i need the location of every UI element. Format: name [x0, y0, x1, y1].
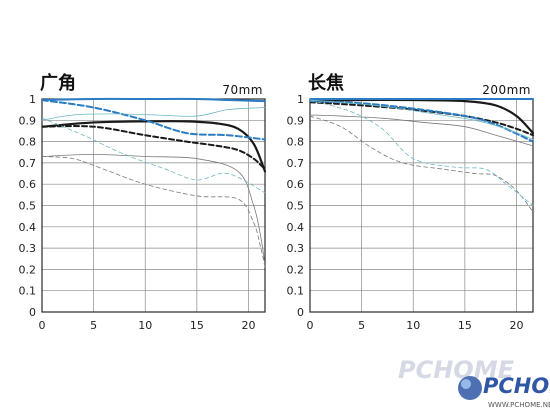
- series-line-6: [310, 115, 534, 213]
- x-tick-label: 5: [358, 319, 365, 332]
- series-line-1: [310, 98, 534, 135]
- y-tick-label: 0.9: [19, 114, 37, 127]
- series-group: [42, 97, 266, 268]
- y-tick-label: 0.8: [287, 136, 305, 149]
- y-tick-label: 0.1: [19, 285, 37, 298]
- x-tick-label: 10: [138, 319, 152, 332]
- series-group: [310, 98, 534, 213]
- y-tick-label: 0.2: [287, 263, 305, 276]
- watermark-logo-highlight: [461, 379, 471, 389]
- grid: [310, 99, 533, 312]
- watermark-shadow: PCHOME: [398, 356, 515, 384]
- y-tick-label: 0.7: [19, 157, 37, 170]
- series-line-8: [310, 99, 534, 206]
- y-tick-label: 0: [297, 306, 304, 319]
- y-tick-label: 0.4: [287, 221, 305, 234]
- series-line-5: [42, 153, 266, 266]
- chart-subtitle: 200mm: [482, 83, 531, 97]
- y-tick-label: 0.8: [19, 136, 37, 149]
- series-line-8: [42, 117, 266, 194]
- y-tick-label: 0.6: [287, 178, 305, 191]
- chart-subtitle: 70mm: [222, 83, 263, 97]
- series-line-6: [42, 156, 266, 268]
- y-tick-label: 0.3: [19, 242, 37, 255]
- x-tick-label: 5: [90, 319, 97, 332]
- series-line-2: [42, 125, 266, 171]
- x-tick-label: 15: [458, 319, 472, 332]
- y-tick-label: 0.7: [287, 157, 305, 170]
- watermark-text: PCHOME: [483, 374, 550, 398]
- y-tick-label: 0.1: [287, 285, 305, 298]
- series-line-4: [42, 99, 266, 141]
- watermark: PCHOMEPCHOME WWW.PCHOME.NET: [398, 356, 550, 409]
- x-tick-label: 20: [509, 319, 523, 332]
- y-tick-label: 0.6: [19, 178, 37, 191]
- series-line-5: [310, 114, 534, 147]
- y-tick-label: 1: [297, 93, 304, 106]
- series-line-1: [42, 120, 266, 173]
- y-tick-label: 0.3: [287, 242, 305, 255]
- y-tick-label: 0.2: [19, 263, 37, 276]
- y-tick-label: 0.5: [19, 200, 37, 213]
- series-line-7: [310, 99, 534, 140]
- y-tick-label: 0.9: [287, 114, 305, 127]
- x-tick-label: 0: [307, 319, 314, 332]
- y-tick-label: 0.4: [19, 221, 37, 234]
- x-tick-label: 10: [406, 319, 420, 332]
- watermark-url: WWW.PCHOME.NET: [488, 401, 550, 409]
- y-tick-label: 0: [29, 306, 36, 319]
- series-line-3: [42, 97, 266, 103]
- chart-title: 长焦: [308, 72, 344, 94]
- y-tick-label: 0.5: [287, 200, 305, 213]
- x-tick-label: 0: [39, 319, 46, 332]
- series-line-4: [310, 100, 534, 143]
- watermark-logo-icon: [458, 376, 482, 400]
- series-line-7: [42, 107, 266, 121]
- x-tick-label: 15: [190, 319, 204, 332]
- y-tick-label: 1: [29, 93, 36, 106]
- chart-title: 广角: [40, 72, 76, 94]
- x-tick-label: 20: [241, 319, 255, 332]
